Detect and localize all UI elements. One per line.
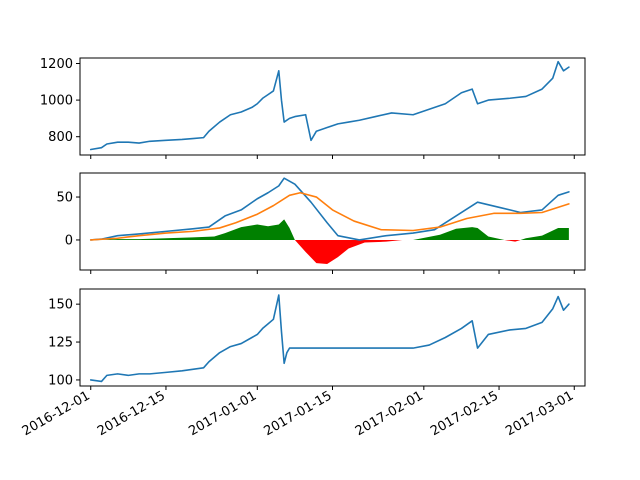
y-tick-label: 0 [65, 233, 73, 248]
y-tick-label: 1000 [40, 94, 73, 109]
y-tick-label: 50 [56, 191, 73, 206]
series-line-1 [89, 294, 570, 383]
y-tick-label: 125 [48, 336, 73, 351]
series-line-1 [89, 60, 570, 151]
y-tick-label: 150 [48, 298, 73, 313]
positive-fill-area [90, 219, 569, 240]
negative-fill-area [90, 239, 569, 264]
y-tick-label: 100 [48, 373, 73, 388]
series-line-2 [89, 191, 570, 241]
top-panel: 800 1000 1200 [40, 57, 586, 159]
y-tick-label: 1200 [40, 57, 73, 72]
middle-panel: 0 50 [56, 172, 586, 274]
y-tick-label: 800 [48, 130, 73, 145]
